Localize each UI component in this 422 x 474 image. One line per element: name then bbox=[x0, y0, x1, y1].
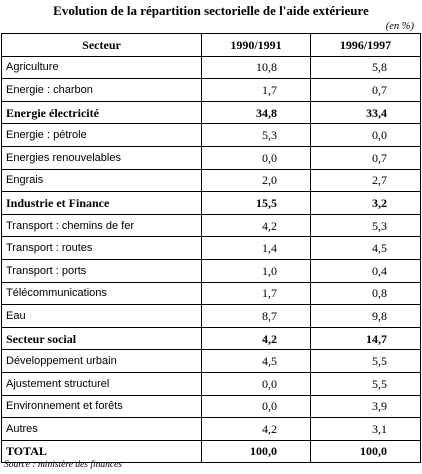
row-label: Energie électricité bbox=[1, 100, 202, 125]
value-1990-1991: 0,0 bbox=[201, 145, 311, 170]
row-label: Secteur social bbox=[1, 326, 202, 351]
value-1996-1997: 0,7 bbox=[310, 78, 421, 102]
row-label: Développement urbain bbox=[1, 349, 202, 373]
row-label: Télécommunications bbox=[1, 281, 202, 306]
table-row: Secteur social 4,2 14,7 bbox=[1, 326, 421, 351]
value-1990-1991: 1,7 bbox=[201, 78, 311, 102]
value-1990-1991: 5,3 bbox=[201, 123, 311, 147]
value-1996-1997: 14,7 bbox=[310, 326, 421, 351]
row-label: Energie : charbon bbox=[1, 78, 202, 102]
row-label: Transport : routes bbox=[1, 236, 202, 260]
value-1996-1997: 3,2 bbox=[310, 191, 421, 215]
value-1996-1997: 0,0 bbox=[310, 123, 421, 147]
value-1990-1991: 100,0 bbox=[201, 439, 311, 464]
table-row: Transport : routes 1,4 4,5 bbox=[1, 236, 421, 260]
value-1990-1991: 1,0 bbox=[201, 258, 311, 283]
value-1990-1991: 4,5 bbox=[201, 349, 311, 373]
row-label: TOTAL bbox=[1, 439, 202, 464]
value-1990-1991: 4,2 bbox=[201, 326, 311, 351]
sector-table: Secteur 1990/1991 1996/1997 Agriculture 1… bbox=[1, 33, 421, 464]
source-note: Source : ministère des finances bbox=[4, 460, 123, 470]
value-1990-1991: 8,7 bbox=[201, 304, 311, 328]
value-1990-1991: 2,0 bbox=[201, 168, 311, 193]
row-label: Environnement et forêts bbox=[1, 394, 202, 419]
table-row: Agriculture 10,8 5,8 bbox=[1, 55, 421, 80]
table-row: Industrie et Finance 15,5 3,2 bbox=[1, 191, 421, 215]
table-row: Transport : chemins de fer 4,2 5,3 bbox=[1, 213, 421, 238]
table-row: Ajustement structurel 0,0 5,5 bbox=[1, 371, 421, 396]
header-period-1996: 1996/1997 bbox=[310, 33, 421, 57]
value-1990-1991: 4,2 bbox=[201, 417, 311, 441]
value-1990-1991: 0,0 bbox=[201, 394, 311, 419]
value-1996-1997: 0,4 bbox=[310, 258, 421, 283]
row-label: Autres bbox=[1, 417, 202, 441]
table-row: Energie : pétrole 5,3 0,0 bbox=[1, 123, 421, 147]
row-label: Ajustement structurel bbox=[1, 371, 202, 396]
unit-note: (en %) bbox=[385, 21, 414, 32]
value-1990-1991: 0,0 bbox=[201, 371, 311, 396]
row-label: Eau bbox=[1, 304, 202, 328]
value-1990-1991: 34,8 bbox=[201, 100, 311, 125]
table-row: Energie électricité 34,8 33,4 bbox=[1, 100, 421, 125]
value-1996-1997: 2,7 bbox=[310, 168, 421, 193]
value-1996-1997: 5,5 bbox=[310, 349, 421, 373]
value-1990-1991: 4,2 bbox=[201, 213, 311, 238]
value-1996-1997: 5,8 bbox=[310, 55, 421, 80]
table-body: Agriculture 10,8 5,8 Energie : charbon 1,7 0,… bbox=[1, 55, 421, 464]
table-row: Télécommunications 1,7 0,8 bbox=[1, 281, 421, 306]
value-1996-1997: 9,8 bbox=[310, 304, 421, 328]
table-row: Environnement et forêts 0,0 3,9 bbox=[1, 394, 421, 419]
value-1990-1991: 1,7 bbox=[201, 281, 311, 306]
table-row: Engrais 2,0 2,7 bbox=[1, 168, 421, 193]
value-1990-1991: 10,8 bbox=[201, 55, 311, 80]
row-label: Agriculture bbox=[1, 55, 202, 80]
value-1996-1997: 0,7 bbox=[310, 145, 421, 170]
table-row: Eau 8,7 9,8 bbox=[1, 304, 421, 328]
value-1996-1997: 4,5 bbox=[310, 236, 421, 260]
table-row: Développement urbain 4,5 5,5 bbox=[1, 349, 421, 373]
header-period-1990: 1990/1991 bbox=[201, 33, 311, 57]
value-1990-1991: 15,5 bbox=[201, 191, 311, 215]
row-label: Energies renouvelables bbox=[1, 145, 202, 170]
row-label: Industrie et Finance bbox=[1, 191, 202, 215]
value-1996-1997: 5,5 bbox=[310, 371, 421, 396]
value-1996-1997: 3,1 bbox=[310, 417, 421, 441]
document-title: Evolution de la répartition sectorielle … bbox=[53, 3, 369, 18]
value-1996-1997: 33,4 bbox=[310, 100, 421, 125]
value-1990-1991: 1,4 bbox=[201, 236, 311, 260]
table-row: Transport : ports 1,0 0,4 bbox=[1, 258, 421, 283]
table-row: TOTAL 100,0 100,0 bbox=[1, 439, 421, 464]
value-1996-1997: 3,9 bbox=[310, 394, 421, 419]
header-sector: Secteur bbox=[1, 33, 202, 57]
row-label: Energie : pétrole bbox=[1, 123, 202, 147]
row-label: Engrais bbox=[1, 168, 202, 193]
table-header-row: Secteur 1990/1991 1996/1997 bbox=[1, 33, 421, 57]
row-label: Transport : chemins de fer bbox=[1, 213, 202, 238]
value-1996-1997: 0,8 bbox=[310, 281, 421, 306]
row-label: Transport : ports bbox=[1, 258, 202, 283]
table-row: Energie : charbon 1,7 0,7 bbox=[1, 78, 421, 102]
value-1996-1997: 100,0 bbox=[310, 439, 421, 464]
table-row: Autres 4,2 3,1 bbox=[1, 417, 421, 441]
value-1996-1997: 5,3 bbox=[310, 213, 421, 238]
table-row: Energies renouvelables 0,0 0,7 bbox=[1, 145, 421, 170]
